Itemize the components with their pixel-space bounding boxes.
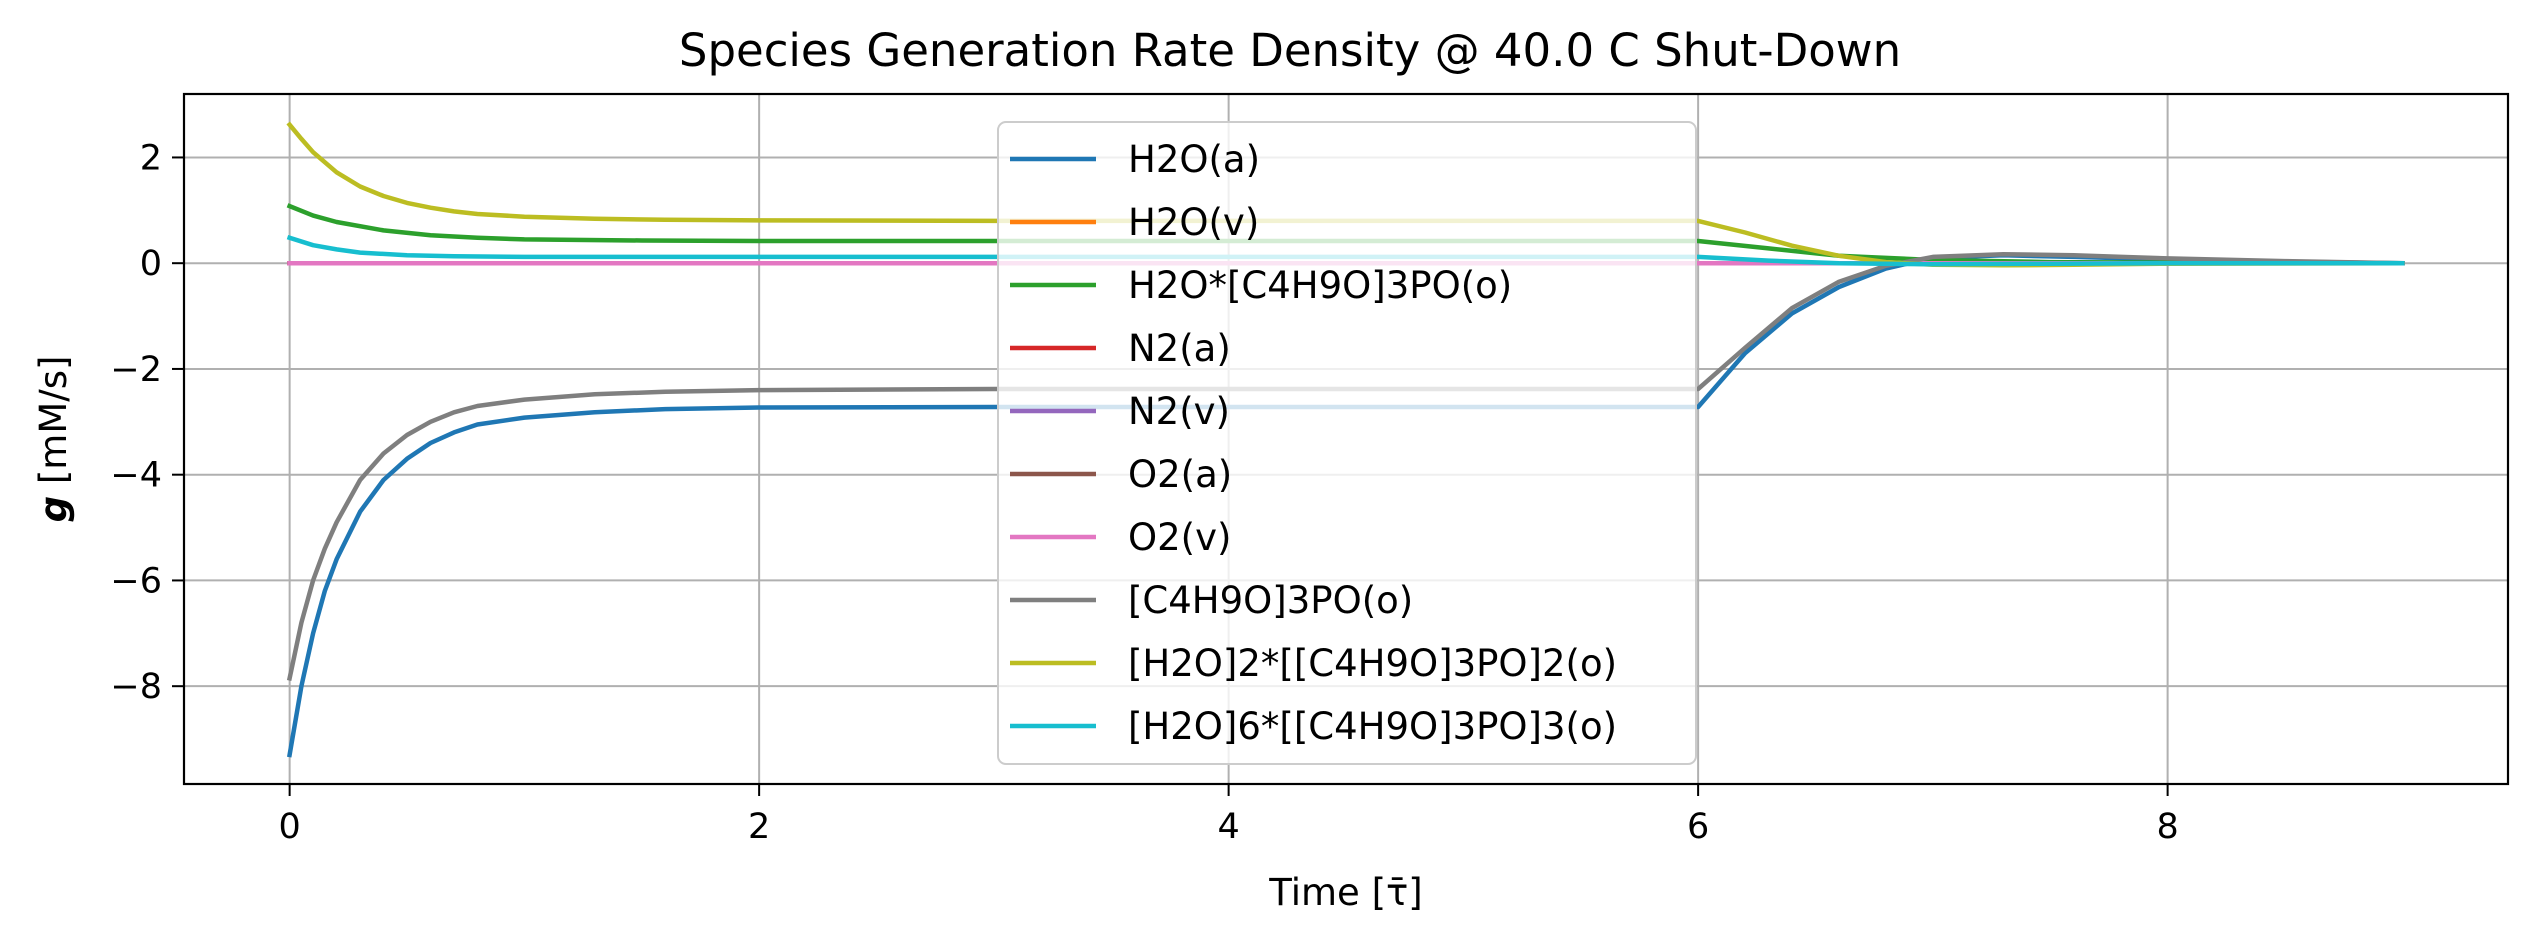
y-tick-label: −2: [110, 350, 162, 390]
y-tick-label: −4: [110, 456, 162, 496]
plot-frame: [182, 92, 2510, 786]
legend-label: N2(a): [1128, 327, 1231, 370]
y-tick-label: −8: [110, 667, 162, 707]
x-tick-label: 8: [2156, 807, 2178, 847]
legend-label: N2(v): [1128, 390, 1230, 433]
series-line: [286, 203, 2405, 266]
y-axis-label: g [mM/s]: [32, 356, 75, 523]
x-tick-label: 0: [278, 807, 300, 847]
y-tick-label: −6: [110, 561, 162, 601]
legend-label: H2O(a): [1128, 138, 1260, 181]
series-line: [286, 251, 2405, 681]
legend: H2O(a) H2O(v) H2O*[C4H9O]3PO(o) N2(a) N2(v) O…: [997, 121, 1697, 765]
series-line: [286, 234, 2405, 267]
legend-label: [H2O]6*[[C4H9O]3PO]3(o): [1128, 705, 1617, 748]
y-tick-label: 0: [140, 244, 162, 284]
x-tick-label: 6: [1687, 807, 1709, 847]
legend-label: H2O*[C4H9O]3PO(o): [1128, 264, 1512, 307]
x-tick-label: 4: [1217, 807, 1239, 847]
y-axis-unit: [mM/s]: [32, 356, 75, 496]
legend-label: H2O(v): [1128, 201, 1259, 244]
x-axis-label: Time [τ̄]: [1268, 871, 1422, 914]
legend-label: O2(v): [1128, 516, 1231, 559]
legend-label: O2(a): [1128, 453, 1232, 496]
legend-label: [H2O]2*[[C4H9O]3PO]2(o): [1128, 642, 1617, 685]
legend-label: [C4H9O]3PO(o): [1128, 579, 1413, 622]
y-axis-symbol: g: [32, 496, 75, 523]
chart-title: Species Generation Rate Density @ 40.0 C…: [679, 24, 1901, 77]
x-tick-label: 2: [748, 807, 770, 847]
y-tick-label: 2: [140, 138, 162, 178]
legend-frame: [997, 121, 1697, 765]
axis-ticks: 0 2 4 6 8 2 0 −2 −4 −6 −8: [110, 138, 2178, 847]
